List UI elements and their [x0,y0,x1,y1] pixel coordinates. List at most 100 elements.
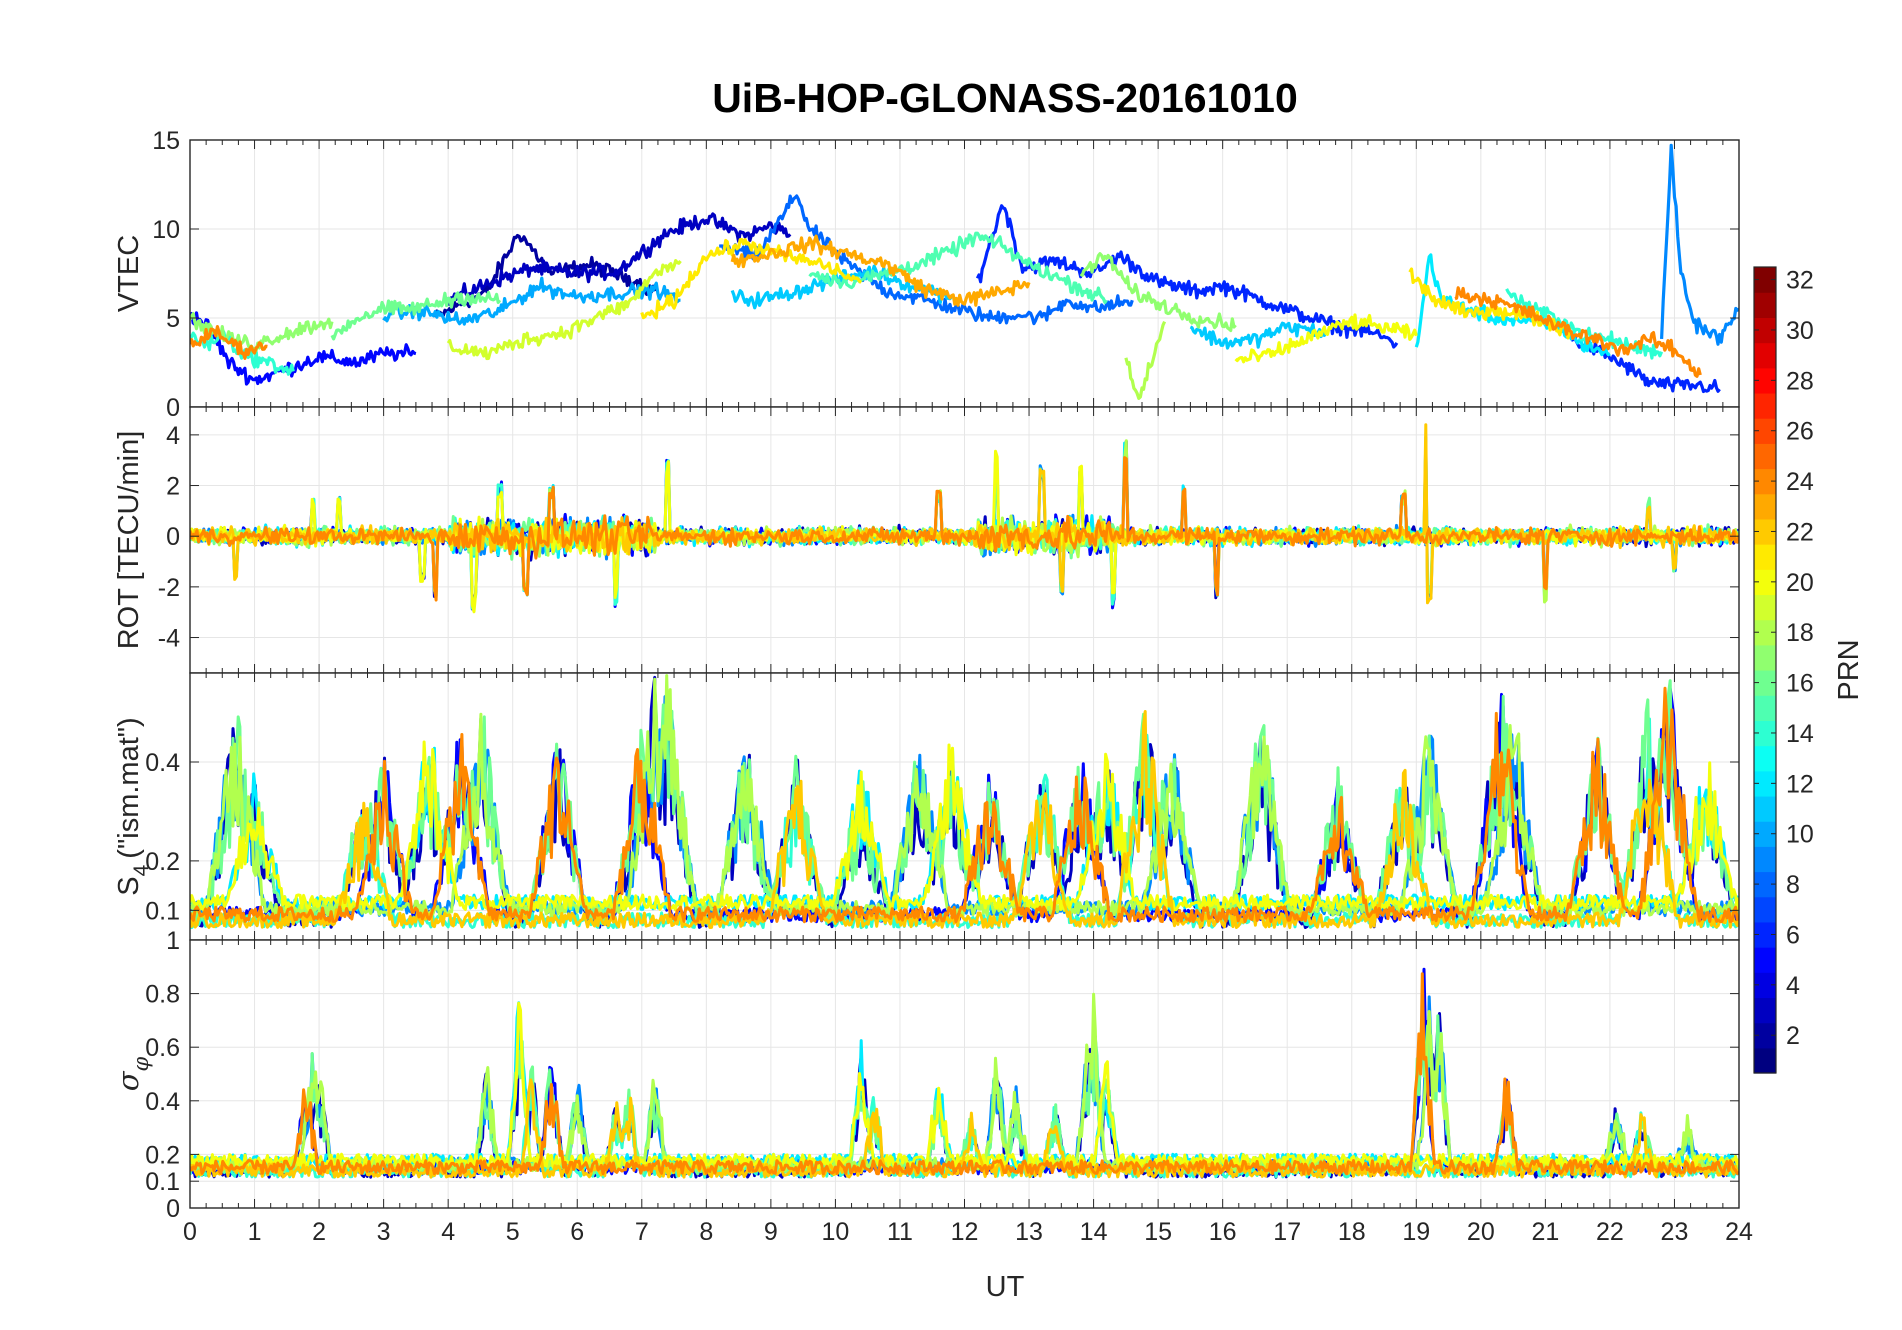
series-line-prn-5 [190,311,417,386]
colorbar-step [1754,821,1776,847]
x-tick-label: 0 [183,1218,197,1246]
colorbar-step [1754,468,1776,495]
y-tick-label: 5 [166,305,180,333]
y-tick-label: 15 [152,127,180,155]
panel-vtec: 0 5 10 15 VTEC [113,127,1740,422]
y-tick-label: -4 [158,625,180,653]
colorbar-tick-label: 6 [1786,921,1800,949]
x-axis-label: UT [986,1271,1025,1303]
series-line-prn-20 [1234,313,1418,364]
x-tick-label: 15 [1144,1218,1172,1246]
colorbar-label: PRN [1833,639,1865,700]
colorbar-step [1754,670,1776,696]
x-tick-label: 16 [1209,1218,1237,1246]
series-line-prn-24 [190,325,268,360]
series-line-prn-16 [190,679,1739,923]
series-line-prn-24 [190,456,1739,602]
colorbar-step [1754,795,1776,822]
series-line-prn-16 [330,290,502,341]
colorbar-step [1754,846,1776,873]
x-tick-label: 17 [1273,1218,1301,1246]
x-tick-label: 11 [887,1218,913,1246]
series-line-prn-24 [190,686,1739,924]
panel-rot: -4 -2 0 2 4 ROT [TECU/min] [113,406,1740,674]
colorbar-tick-label: 22 [1786,518,1814,546]
x-tick-label: 9 [764,1218,778,1246]
x-tick-label: 20 [1467,1218,1495,1246]
x-tick-label: 3 [377,1218,391,1246]
colorbar-step [1754,418,1776,444]
series-line-prn-18 [1124,320,1167,400]
x-tick-label: 12 [951,1218,979,1246]
x-tick-label: 23 [1661,1218,1689,1246]
x-tick-label: 24 [1725,1218,1753,1246]
colorbar-step [1754,644,1776,671]
colorbar-step [1754,518,1776,545]
series-line-prn-10 [382,276,681,326]
y-axis-label-main: σ [111,1070,145,1091]
colorbar-step [1754,594,1776,621]
series-line-prn-20 [190,740,1739,912]
x-tick-label: 22 [1596,1218,1624,1246]
x-tick-label: 13 [1015,1218,1043,1246]
y-tick-label: 0.1 [145,897,180,925]
colorbar-tick-label: 14 [1786,720,1814,748]
x-tick-label: 14 [1080,1218,1108,1246]
series-line-prn-6b [1570,333,1721,394]
series-line-prn-8 [719,194,1134,326]
x-tick-label: 10 [822,1218,850,1246]
x-tick-label: 2 [312,1218,326,1246]
x-tick-label: 18 [1338,1218,1366,1246]
y-axis-label: S4 ("ism.mat") [113,717,153,895]
y-tick-label: 0.6 [145,1034,180,1062]
x-tick-label: 8 [699,1218,713,1246]
colorbar-tick-label: 8 [1786,871,1800,899]
y-tick-label: 2 [166,473,180,501]
y-axis-label: ROT [TECU/min] [113,431,145,650]
series-line-prn-11b [1189,321,1328,350]
colorbar-tick-label: 12 [1786,770,1814,798]
series-line-prn-21 [640,238,863,320]
x-tick-label: 4 [441,1218,455,1246]
x-tick-label: 5 [506,1218,520,1246]
colorbar-step [1754,317,1776,344]
colorbar-frame [1753,266,1777,1074]
colorbar-step [1754,972,1776,999]
x-tick-label: 19 [1402,1218,1430,1246]
colorbar-step [1754,443,1776,470]
y-tick-label: 4 [166,422,180,450]
series-group [190,674,1739,930]
y-tick-label: 0.2 [145,848,180,876]
y-tick-label: 0 [166,1195,180,1223]
colorbar-tick-label: 26 [1786,418,1814,446]
series-line-prn-24 [190,972,1739,1176]
colorbar-step [1754,1047,1776,1074]
colorbar-step [1754,267,1776,293]
series-group [190,143,1739,400]
colorbar-step [1754,544,1776,570]
series-line-prn-19 [446,259,682,361]
series-line-prn-9 [1660,143,1739,346]
colorbar-tick-label: 16 [1786,670,1814,698]
colorbar-step [1754,392,1776,419]
colorbar-step [1754,1022,1776,1049]
series-line-prn-24b [1454,286,1702,378]
y-tick-label: 0.4 [145,749,180,777]
colorbar-tick-label: 24 [1786,468,1814,496]
colorbar-tick-label: 4 [1786,972,1800,1000]
series-line-prn-17 [1079,252,1237,333]
colorbar-step [1754,921,1776,948]
x-tick-label: 21 [1531,1218,1559,1246]
colorbar-step [1754,569,1776,596]
x-axis: 0 1 2 3 4 5 6 7 8 9 10 11 12 13 14 15 16 17 18 19 20 21 22 23 24 [183,1218,1753,1246]
colorbar-step [1754,770,1776,797]
y-axis-label-rest: ("ism.mat") [113,717,145,858]
colorbar-step [1754,292,1776,318]
colorbar-step [1754,695,1776,721]
panel-sigma: 00.10.2 0.4 0.6 0.8 1 σφ [111,927,1740,1223]
y-tick-label: 0.1 [145,1168,180,1196]
panel-s4: 0.1 0.2 0.4 S4 ("ism.mat") [113,672,1740,941]
chart-title: UiB-HOP-GLONASS-20161010 [712,75,1298,121]
